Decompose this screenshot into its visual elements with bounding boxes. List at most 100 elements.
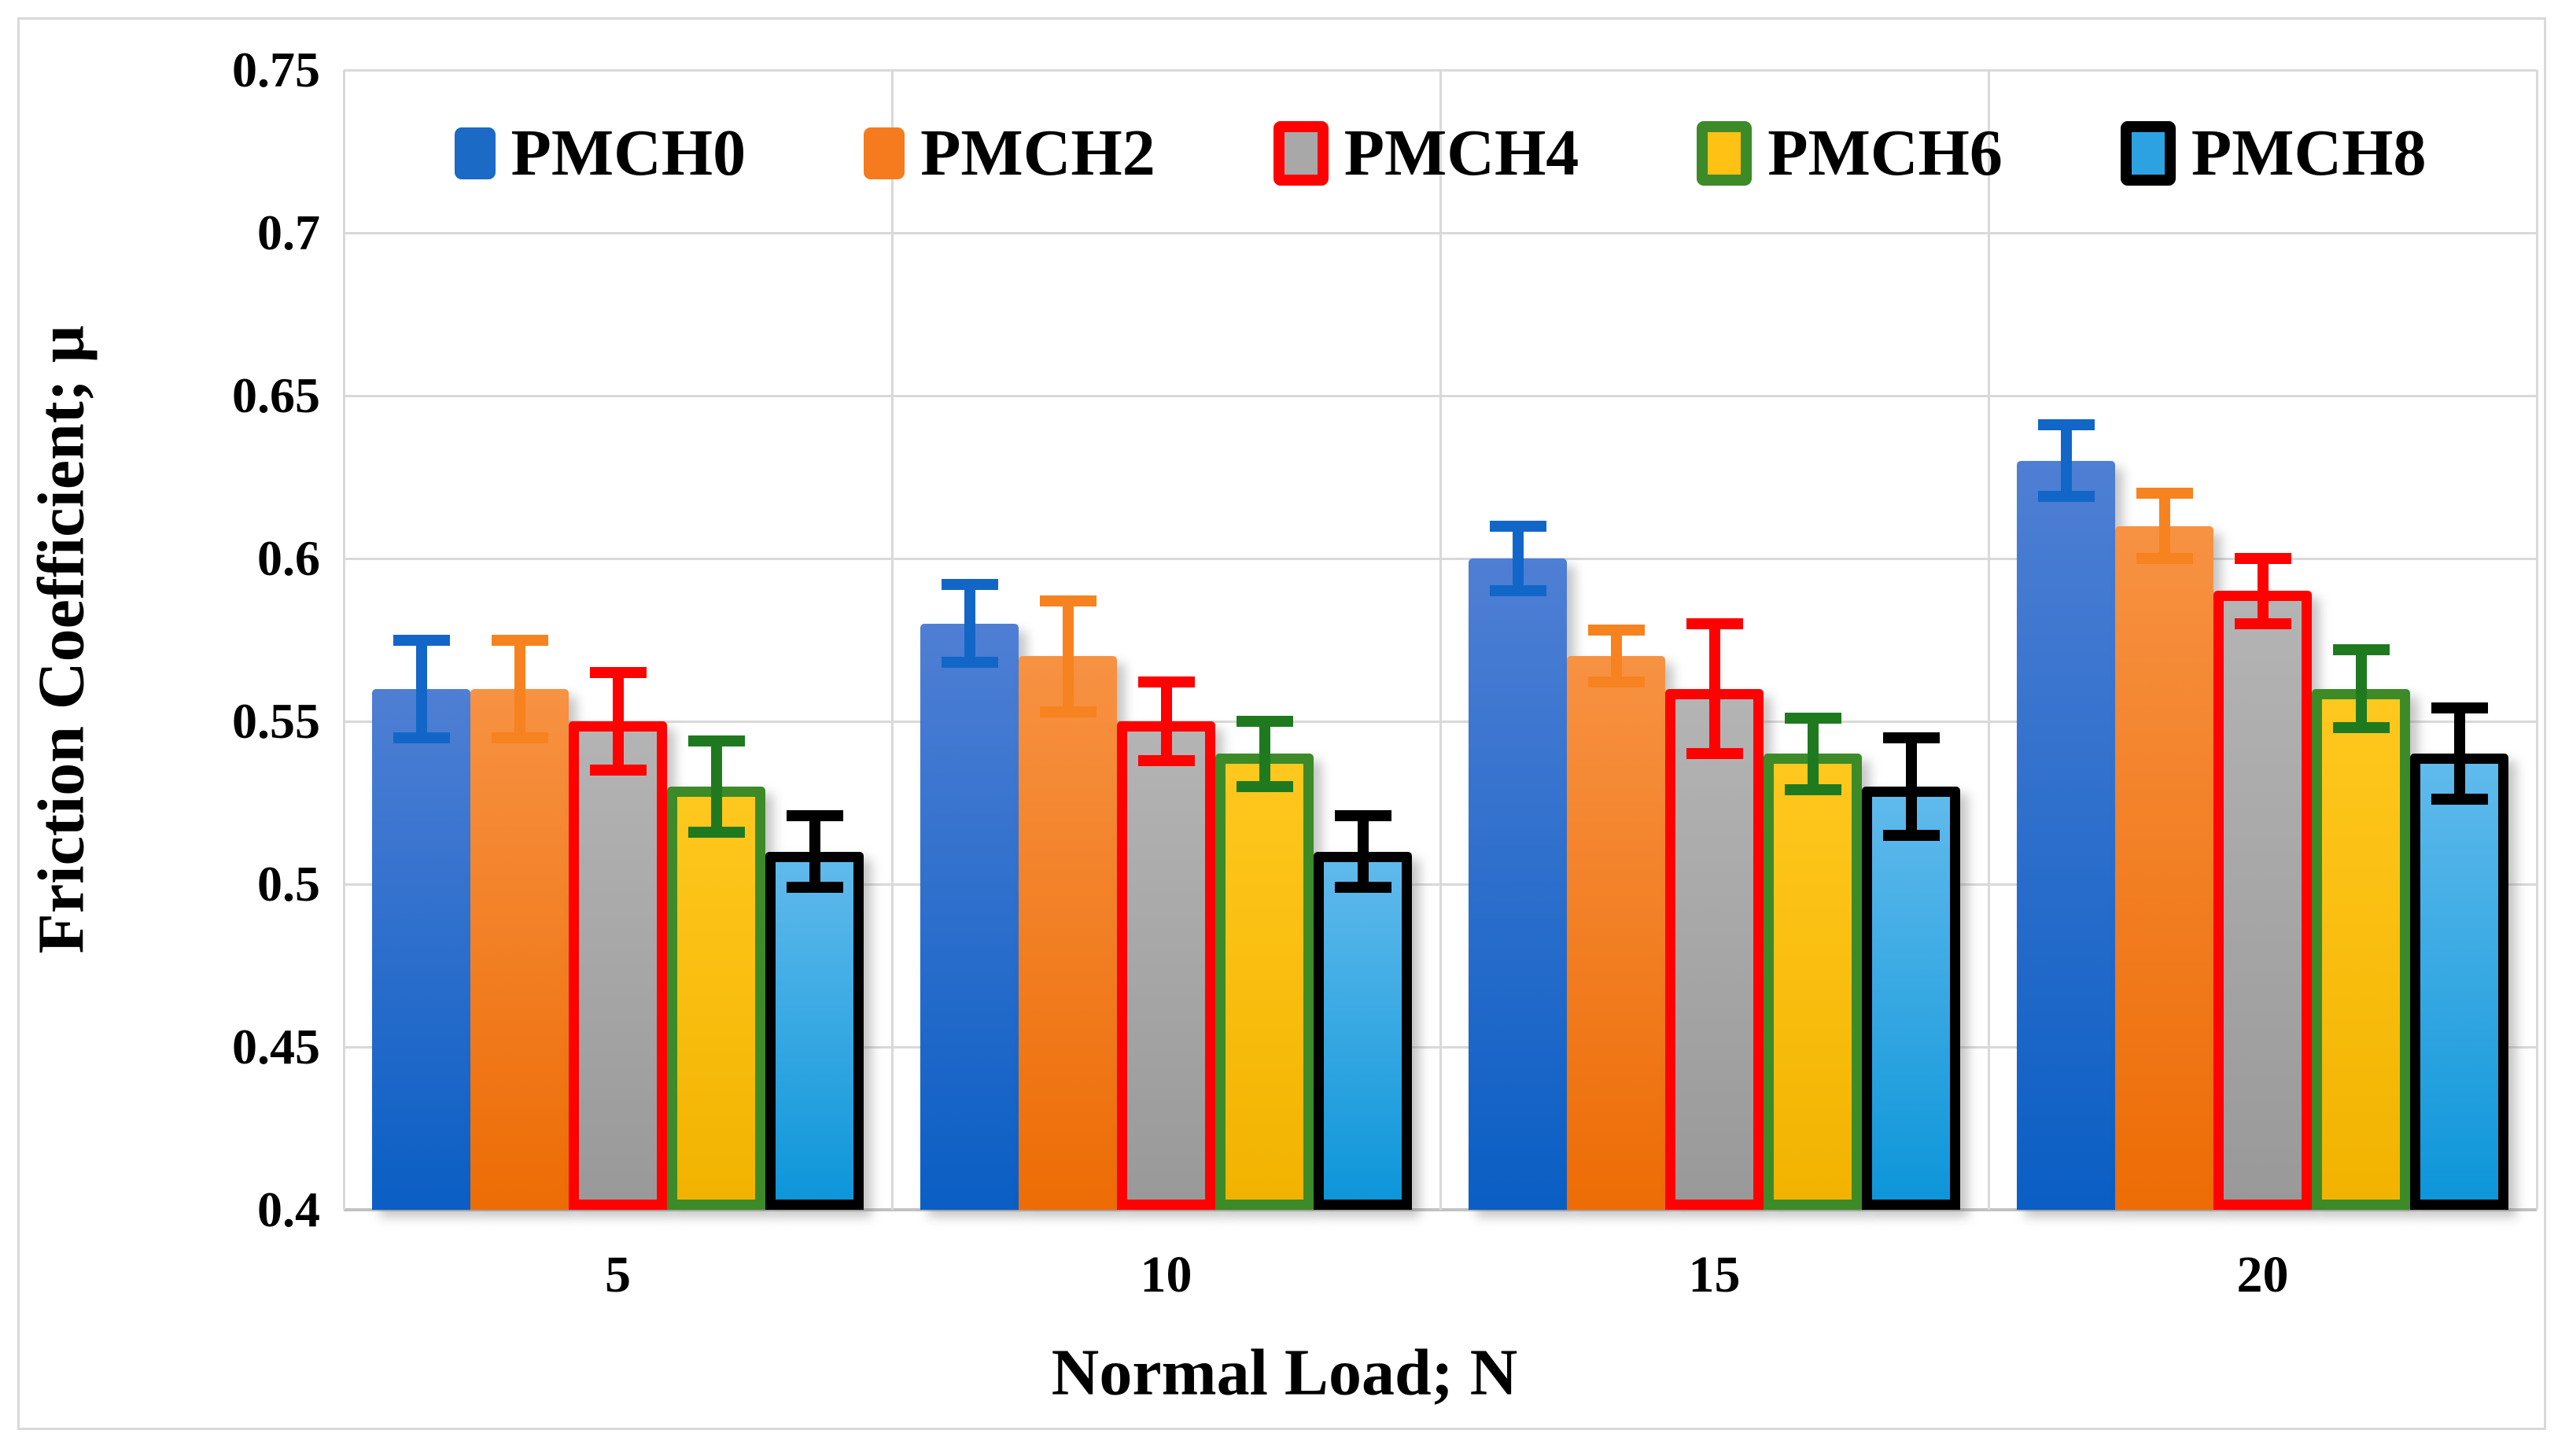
error-bar-pmch8-load10 [1357, 816, 1369, 888]
bar-pmch6-load15 [1764, 754, 1862, 1210]
error-bar-cap-bottom [1784, 783, 1841, 795]
legend-label-pmch2: PMCH2 [920, 116, 1155, 190]
error-bar-cap-bottom [941, 657, 998, 669]
error-bar-cap-bottom [2136, 553, 2193, 564]
error-bar-pmch2-load10 [1062, 600, 1074, 712]
error-bar-pmch0-load10 [964, 584, 975, 663]
legend-label-pmch6: PMCH6 [1767, 116, 2003, 190]
x-tick-label: 5 [605, 1246, 631, 1303]
legend-label-pmch4: PMCH4 [1343, 116, 1579, 190]
legend-swatch-pmch8-icon [2120, 121, 2176, 186]
legend-swatch-pmch0-icon [454, 127, 496, 179]
legend-label-pmch0: PMCH0 [510, 116, 746, 190]
legend: PMCH0 PMCH2 PMCH4 PMCH6 PMCH8 [344, 94, 2537, 212]
error-bar-pmch4-load5 [612, 672, 624, 771]
error-bar-pmch6-load5 [710, 740, 722, 832]
error-bar-cap-top [1236, 716, 1293, 727]
error-bar-cap-bottom [1882, 829, 1940, 841]
bar-pmch8-load5 [765, 851, 864, 1210]
legend-item-pmch6: PMCH6 [1697, 120, 2003, 186]
y-axis-title: Friction Coefficient; μ [24, 325, 98, 954]
bar-pmch2-load5 [470, 688, 569, 1210]
error-bar-cap-top [491, 634, 548, 646]
error-bar-pmch8-load20 [2453, 708, 2465, 800]
error-bar-cap-bottom [1334, 882, 1391, 894]
error-bar-pmch2-load5 [514, 640, 525, 738]
vertical-gridline [891, 70, 894, 1210]
legend-item-pmch4: PMCH4 [1273, 120, 1579, 186]
error-bar-cap-bottom [1587, 676, 1645, 688]
error-bar-cap-top [2431, 702, 2488, 714]
legend-item-pmch8: PMCH8 [2120, 120, 2426, 186]
legend-swatch-pmch2-icon [864, 127, 905, 179]
error-bar-cap-bottom [1489, 585, 1546, 597]
error-bar-pmch0-load5 [415, 640, 427, 738]
legend-swatch-pmch4-icon [1273, 121, 1329, 186]
error-bar-cap-bottom [786, 882, 843, 894]
bar-pmch4-load10 [1117, 721, 1215, 1210]
error-bar-pmch2-load15 [1610, 630, 1622, 683]
error-bar-cap-top [941, 579, 998, 591]
error-bar-cap-bottom [2037, 491, 2095, 503]
error-bar-cap-bottom [491, 732, 548, 743]
x-tick-label: 20 [2236, 1246, 2289, 1303]
error-bar-pmch4-load15 [1708, 623, 1720, 754]
error-bar-cap-top [589, 666, 647, 678]
error-bar-cap-top [393, 634, 450, 646]
error-bar-cap-top [2136, 488, 2193, 499]
bar-pmch8-load20 [2410, 754, 2508, 1210]
bar-pmch4-load15 [1665, 688, 1764, 1210]
error-bar-cap-bottom [2234, 617, 2291, 629]
error-bar-cap-top [1489, 520, 1546, 532]
error-bar-pmch8-load5 [809, 816, 820, 888]
bar-pmch6-load10 [1215, 754, 1314, 1210]
bar-pmch4-load5 [569, 721, 667, 1210]
vertical-gridline [1988, 70, 1990, 1210]
y-tick-label: 0.45 [232, 1019, 320, 1074]
y-tick-label: 0.4 [257, 1181, 320, 1237]
error-bar-cap-top [1784, 712, 1841, 724]
bar-pmch6-load5 [667, 786, 765, 1210]
bar-pmch2-load15 [1567, 656, 1665, 1210]
error-bar-cap-top [1137, 676, 1195, 688]
error-bar-cap-top [1882, 732, 1940, 743]
error-bar-cap-bottom [1686, 748, 1743, 760]
x-axis-title: Normal Load; N [1051, 1336, 1518, 1410]
bar-pmch0-load20 [2017, 460, 2115, 1210]
y-tick-label: 0.55 [232, 693, 320, 749]
error-bar-cap-top [687, 735, 745, 746]
legend-item-pmch0: PMCH0 [454, 116, 746, 190]
error-bar-pmch6-load10 [1259, 721, 1270, 787]
error-bar-cap-bottom [1137, 754, 1195, 766]
x-axis-line [344, 1208, 2537, 1211]
y-tick-label: 0.5 [257, 856, 320, 912]
error-bar-pmch4-load20 [2257, 558, 2269, 624]
vertical-gridline [1439, 70, 1442, 1210]
error-bar-pmch0-load15 [1512, 525, 1524, 592]
error-bar-cap-bottom [1236, 780, 1293, 792]
vertical-gridline [343, 70, 345, 1210]
error-bar-pmch0-load20 [2060, 425, 2072, 497]
bar-pmch2-load20 [2115, 525, 2213, 1210]
x-tick-label: 15 [1688, 1246, 1741, 1303]
bar-pmch2-load10 [1019, 656, 1117, 1210]
bar-pmch0-load10 [920, 623, 1019, 1210]
error-bar-cap-top [2332, 643, 2390, 655]
bar-pmch4-load20 [2213, 591, 2312, 1210]
legend-swatch-pmch6-icon [1697, 121, 1753, 186]
bar-pmch6-load20 [2312, 688, 2410, 1210]
error-bar-cap-bottom [589, 765, 647, 776]
y-tick-label: 0.6 [257, 530, 320, 586]
error-bar-pmch6-load20 [2355, 649, 2367, 728]
x-tick-label: 10 [1140, 1246, 1192, 1303]
error-bar-cap-bottom [393, 732, 450, 743]
y-tick-label: 0.75 [232, 42, 320, 98]
y-tick-label: 0.65 [232, 367, 320, 423]
error-bar-cap-top [2037, 419, 2095, 431]
legend-item-pmch2: PMCH2 [864, 120, 1155, 186]
error-bar-cap-top [1334, 810, 1391, 822]
error-bar-cap-bottom [2332, 722, 2390, 734]
error-bar-pmch2-load20 [2158, 493, 2170, 558]
bar-pmch8-load15 [1862, 786, 1960, 1210]
